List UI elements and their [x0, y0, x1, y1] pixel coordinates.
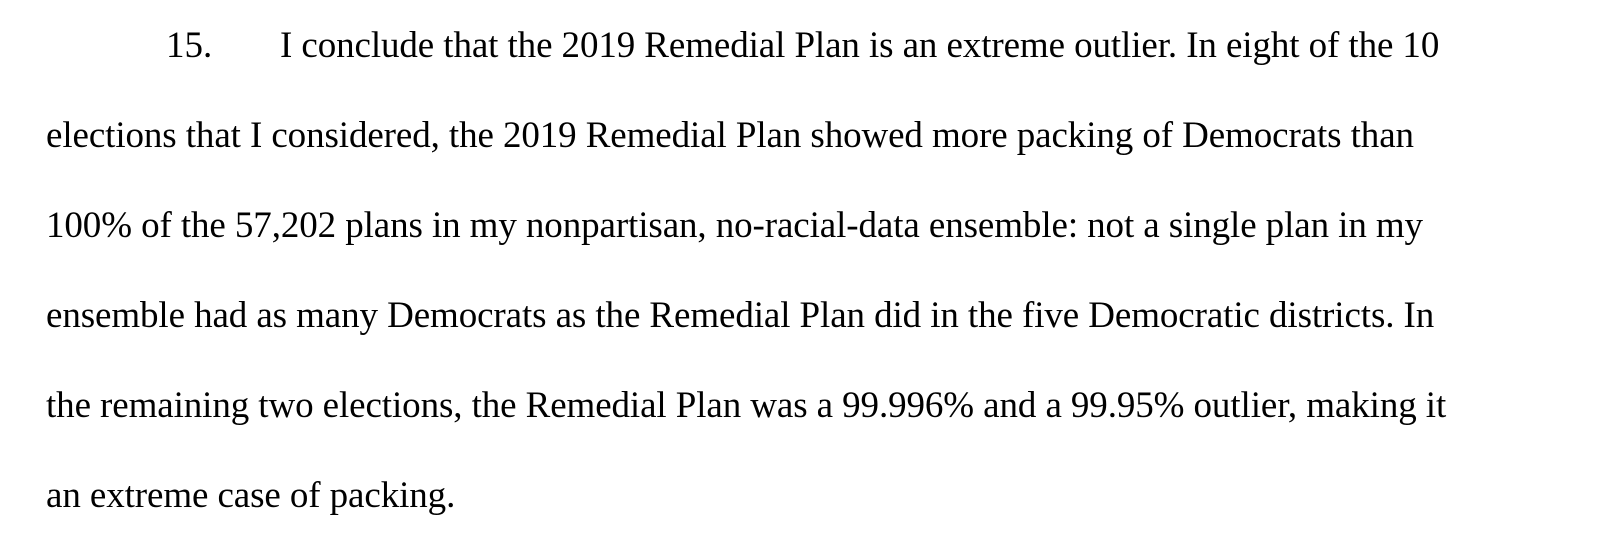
paragraph-line-6: an extreme case of packing.	[46, 475, 456, 516]
paragraph-line-5: the remaining two elections, the Remedia…	[46, 385, 1447, 426]
paragraph-line-3: 100% of the 57,202 plans in my nonpartis…	[46, 205, 1423, 246]
paragraph-line-1: I conclude that the 2019 Remedial Plan i…	[280, 25, 1440, 66]
paragraph-line-4: ensemble had as many Democrats as the Re…	[46, 295, 1435, 336]
paragraph-number: 15.	[166, 25, 213, 66]
paragraph-line-2: elections that I considered, the 2019 Re…	[46, 115, 1414, 156]
